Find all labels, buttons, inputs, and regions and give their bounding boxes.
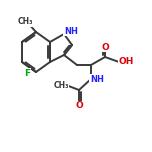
Text: F: F bbox=[24, 69, 30, 78]
Text: CH₃: CH₃ bbox=[53, 81, 69, 90]
Text: CH₃: CH₃ bbox=[17, 17, 33, 26]
Text: NH: NH bbox=[64, 26, 78, 36]
Text: OH: OH bbox=[118, 57, 134, 67]
Text: NH: NH bbox=[90, 74, 104, 83]
Text: O: O bbox=[75, 102, 83, 111]
Text: O: O bbox=[101, 43, 109, 52]
